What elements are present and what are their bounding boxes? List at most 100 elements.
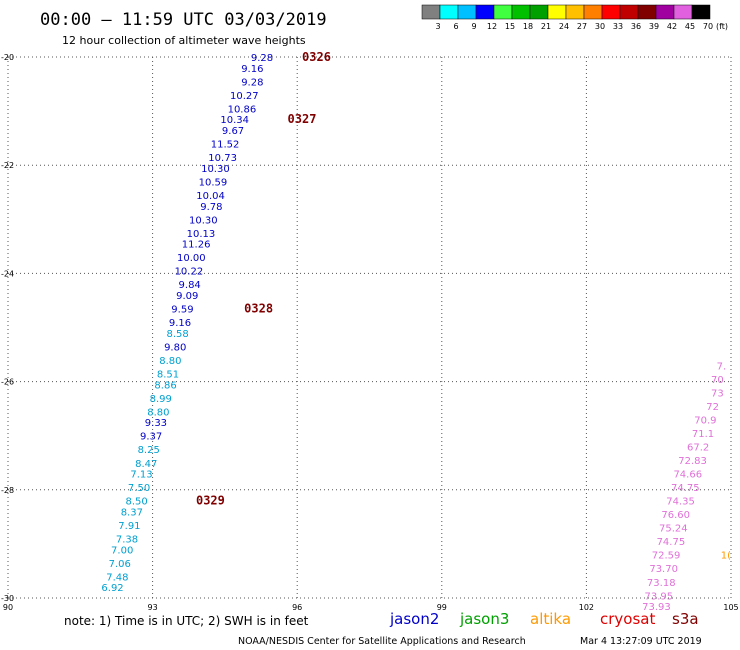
satellite-name: jason2 (389, 610, 439, 628)
swh-value-jason2: 8.86 (154, 380, 176, 391)
legend-tick-label: 30 (595, 22, 605, 31)
swh-value-jason2: 10.22 (175, 267, 204, 278)
satellite-name: s3a (672, 610, 699, 628)
y-tick-label: -26 (1, 378, 14, 387)
swh-value-jason2: 7.13 (130, 470, 152, 481)
swh-value-jason2: 11.26 (182, 240, 211, 251)
x-tick-label: 102 (579, 603, 594, 612)
legend-swatch (619, 4, 639, 20)
legend-tick-label: 33 (613, 22, 623, 31)
date-label: 0328 (244, 302, 273, 316)
swh-value-jason2: 8.25 (138, 445, 160, 456)
legend-swatch (421, 4, 441, 20)
data-points: 9.289.169.2810.2710.8610.349.6711.5210.7… (101, 53, 731, 613)
swh-value-s3a: 73.70 (649, 564, 678, 575)
legend-tick-label: 27 (577, 22, 587, 31)
legend-swatch (457, 4, 477, 20)
satellite-legend: jason2 jason3 altika cryosat s3a (389, 610, 699, 628)
legend-swatch (691, 4, 711, 20)
legend-swatch (565, 4, 585, 20)
legend-tick-label: 36 (631, 22, 641, 31)
swh-value-s3a: 67.2 (687, 443, 709, 454)
swh-value-jason2: 10.13 (187, 229, 216, 240)
swh-value-jason2: 7.38 (116, 534, 138, 545)
y-tick-label: -24 (1, 269, 14, 278)
swh-value-jason2: 9.80 (164, 342, 186, 353)
swh-value-jason2: 9.28 (251, 53, 273, 64)
legend-swatch (637, 4, 657, 20)
legend-tick-label: 42 (667, 22, 677, 31)
chart-subtitle: 12 hour collection of altimeter wave hei… (62, 34, 306, 47)
swh-value-jason2: 9.16 (169, 318, 191, 329)
x-tick-label: 93 (148, 603, 158, 612)
swh-value-jason2: 7.48 (106, 572, 128, 583)
chart-title: 00:00 – 11:59 UTC 03/03/2019 (40, 10, 327, 30)
swh-value-jason2: 7.06 (109, 559, 131, 570)
swh-value-jason2: 9.33 (145, 418, 167, 429)
swh-value-jason2: 8.37 (121, 507, 143, 518)
y-tick-label: -28 (1, 486, 14, 495)
swh-value-jason2: 9.67 (222, 126, 244, 137)
swh-value-jason2: 8.99 (150, 394, 172, 405)
x-tick-label: 99 (437, 603, 447, 612)
legend-tick-label: 6 (453, 22, 458, 31)
swh-value-jason2: 8.51 (157, 369, 179, 380)
legend-tick-label: 70 (703, 22, 713, 31)
satellite-name: jason3 (459, 610, 509, 628)
swh-value-jason2: 8.58 (166, 329, 188, 340)
note-text: note: 1) Time is in UTC; 2) SWH is in fe… (64, 614, 309, 628)
legend-tick-label: 39 (649, 22, 659, 31)
swh-value-jason2: 8.50 (126, 497, 148, 508)
swh-value-jason2: 7.00 (111, 545, 133, 556)
color-legend: 3 6 9 12 15 18 21 24 27 30 33 36 39 42 45 70 (ft) (421, 4, 728, 31)
legend-tick-label: 15 (505, 22, 515, 31)
swh-value-jason2: 10.59 (199, 177, 228, 188)
swh-value-s3a: 74.75 (671, 483, 700, 494)
gridlines (7, 56, 732, 599)
swh-value-s3a: 73.18 (647, 578, 676, 589)
swh-value-jason2: 9.59 (171, 305, 193, 316)
swh-value-s3a: 70 (711, 375, 724, 386)
swh-value-jason2: 10.73 (208, 153, 237, 164)
swh-value-jason2: 9.16 (241, 64, 263, 75)
satellite-name: altika (530, 610, 571, 628)
x-tick-label: 90 (3, 603, 13, 612)
swh-value-s3a: 7. (717, 361, 727, 372)
legend-swatch (547, 4, 567, 20)
swh-value-s3a: 73.95 (645, 591, 674, 602)
legend-swatch (583, 4, 603, 20)
swh-value-jason2: 8.47 (135, 459, 157, 470)
swh-value-jason2: 10.34 (220, 115, 249, 126)
swh-value-s3a: 74.75 (657, 537, 686, 548)
swh-value-jason2: 11.52 (211, 140, 240, 151)
date-label: 0327 (288, 112, 317, 126)
swh-value-jason2: 9.28 (241, 77, 263, 88)
legend-swatch (511, 4, 531, 20)
swh-value-jason2: 10.27 (230, 91, 259, 102)
legend-tick-label: 9 (471, 22, 476, 31)
legend-swatch (439, 4, 459, 20)
legend-unit: (ft) (716, 22, 728, 31)
swh-value-s3a: 73 (711, 388, 724, 399)
timestamp-text: Mar 4 13:27:09 UTC 2019 (580, 636, 702, 647)
swh-value-jason2: 10.30 (189, 215, 218, 226)
swh-value-s3a: 74.35 (666, 497, 695, 508)
y-tick-label: -30 (1, 594, 14, 603)
swh-value-jason2: 10.04 (196, 191, 225, 202)
swh-value-s3a: 73.93 (642, 602, 671, 613)
swh-value-jason2: 10.30 (201, 164, 230, 175)
legend-swatch (529, 4, 549, 20)
x-tick-label: 96 (292, 603, 302, 612)
swh-value-jason2: 6.92 (101, 583, 123, 594)
legend-tick-label: 12 (487, 22, 497, 31)
swh-value-jason2: 8.80 (147, 407, 169, 418)
swh-value-s3a: 74.66 (673, 470, 702, 481)
swh-value-jason2: 7.50 (128, 483, 150, 494)
satellite-name: cryosat (600, 610, 655, 628)
swh-value-s3a: 70.9 (694, 415, 716, 426)
legend-swatch (673, 4, 693, 20)
swh-value-s3a: 76.60 (661, 510, 690, 521)
date-label: 0326 (302, 50, 331, 64)
swh-value-jason2: 7.91 (118, 521, 140, 532)
